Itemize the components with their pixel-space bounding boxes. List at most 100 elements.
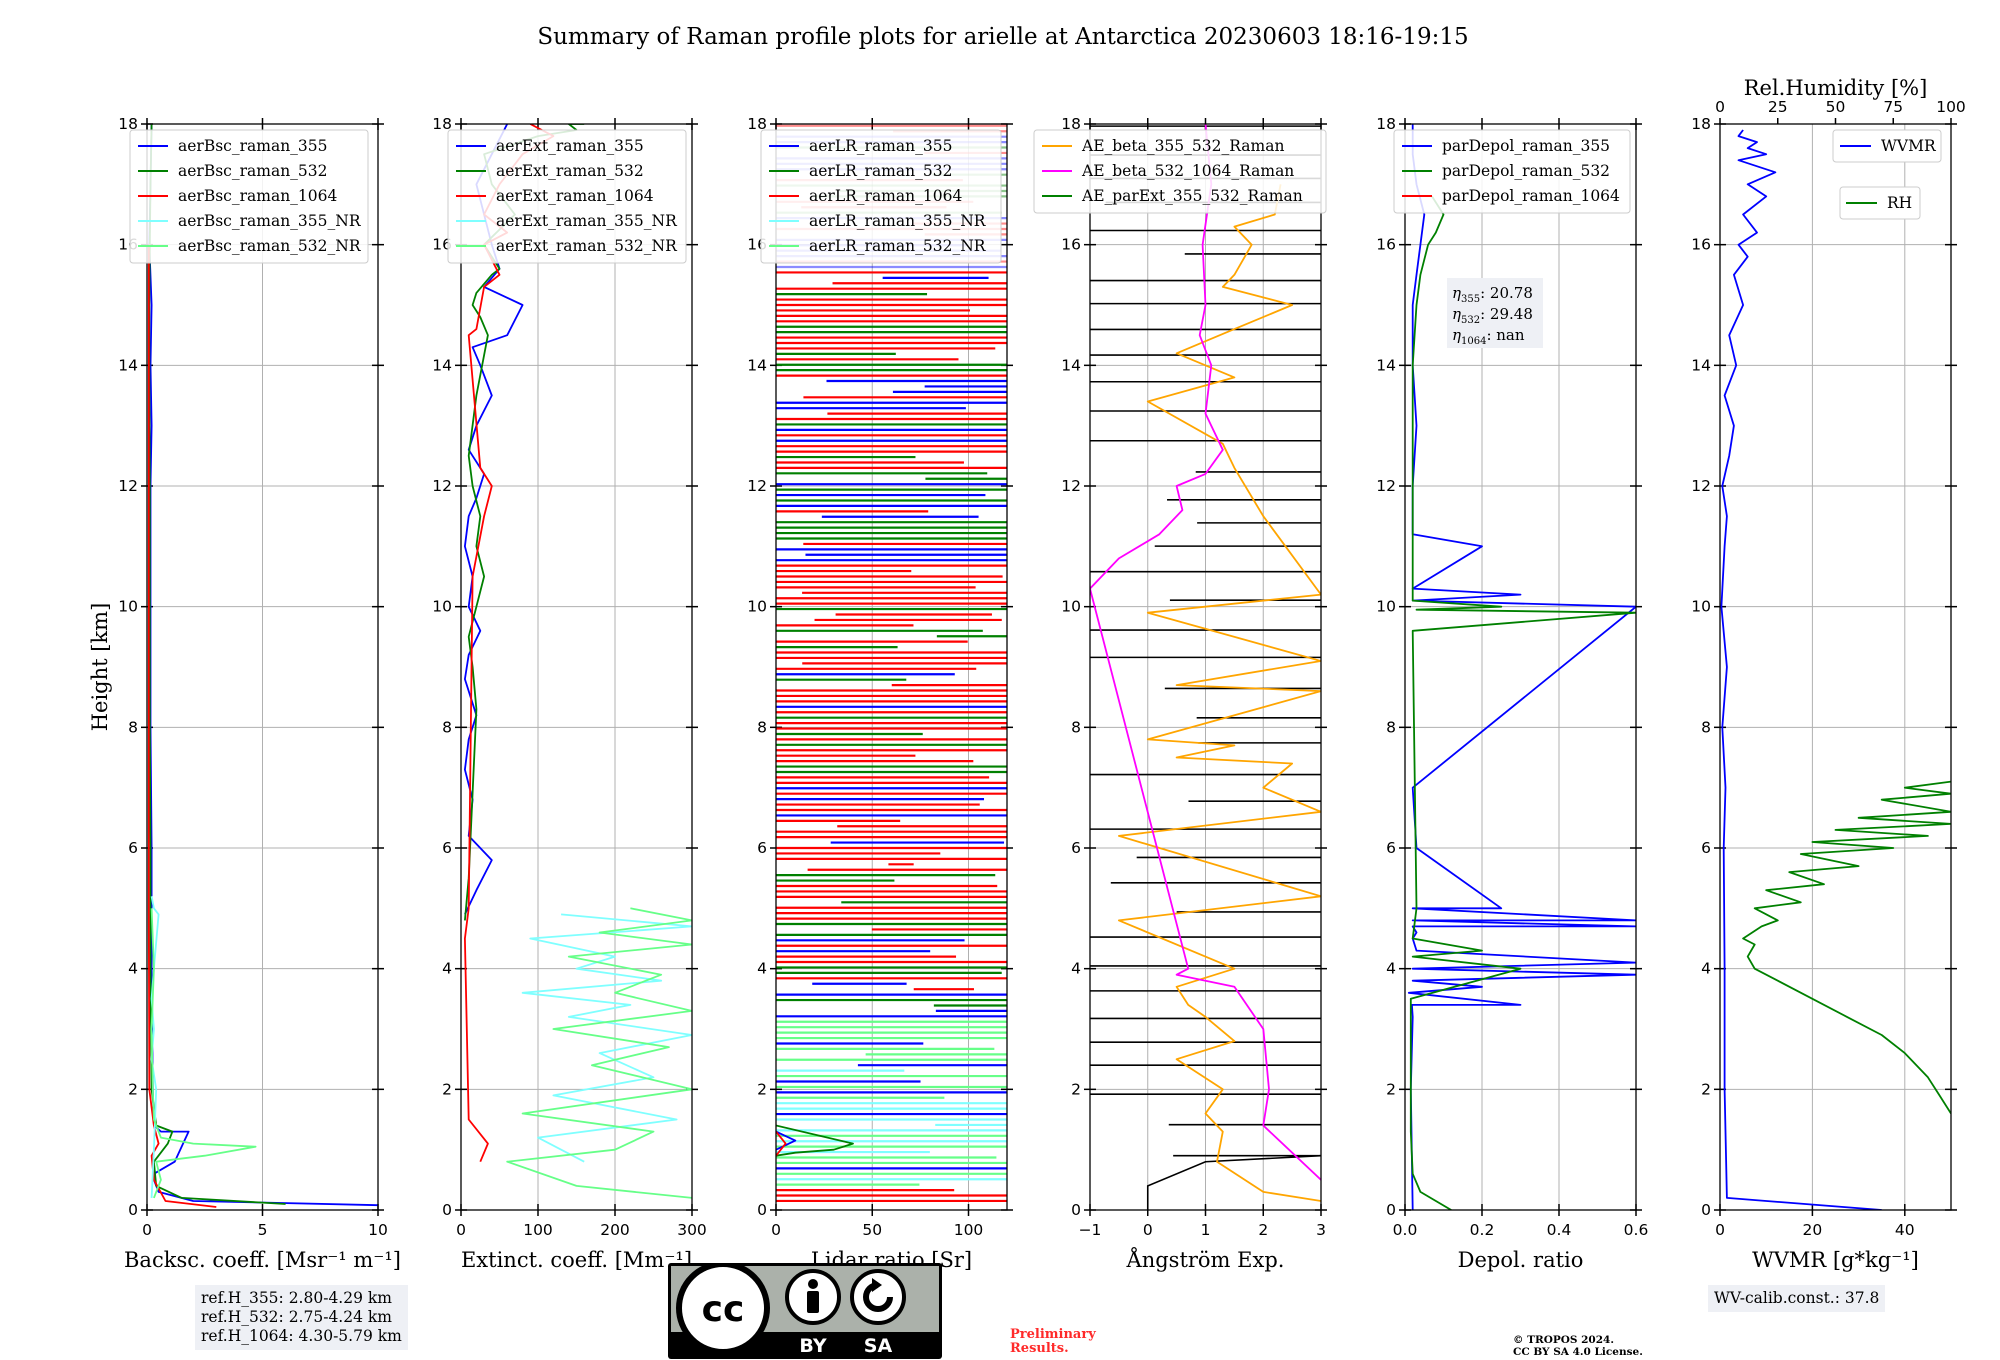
legend-label: AE_parExt_355_532_Raman	[1081, 187, 1303, 205]
svg-text:cc: cc	[702, 1289, 745, 1330]
y-tick-label: 0	[442, 1201, 452, 1219]
ae-parext-base	[1146, 1154, 1321, 1210]
x-tick-label: −1	[1079, 1221, 1102, 1239]
y-tick-label: 12	[747, 477, 767, 495]
legend-label-rh: RH	[1887, 194, 1912, 212]
x-tick-label: 0	[142, 1221, 152, 1239]
y-tick-label: 2	[128, 1080, 138, 1098]
legend-label: aerExt_raman_1064	[496, 187, 654, 205]
x-tick-label: 0.6	[1624, 1221, 1649, 1239]
x-tick-label: 0.0	[1393, 1221, 1418, 1239]
axes-frame	[1404, 123, 1637, 1211]
legend: aerBsc_raman_355 aerBsc_raman_532 aerBsc_r…	[129, 129, 369, 264]
x2-tick-label: 50	[1826, 98, 1846, 116]
legend: AE_beta_355_532_Raman AE_beta_532_1064_Ra…	[1033, 129, 1327, 214]
y-tick-label: 4	[442, 960, 452, 978]
y-tick-label: 12	[1691, 477, 1711, 495]
eta-1064: η1064: nan	[1452, 326, 1525, 347]
series-line-aerExt_raman_355_NR	[521, 913, 692, 1163]
figure-title: Summary of Raman profile plots for ariel…	[537, 24, 1468, 50]
y-tick-label: 2	[1701, 1080, 1711, 1098]
lidar-ratio-bars	[776, 124, 1007, 1203]
legend: aerLR_raman_355 aerLR_raman_532 aerLR_rama…	[760, 129, 1002, 264]
y-tick-label: 10	[747, 598, 767, 616]
x2-tick-label: 100	[1936, 98, 1966, 116]
y-tick-label: 0	[757, 1201, 767, 1219]
y-tick-label: 0	[1701, 1201, 1711, 1219]
series-line-aerExt_raman_1064	[463, 124, 555, 1163]
sa-icon	[850, 1269, 906, 1325]
y-tick-label: 8	[442, 718, 452, 736]
x-tick-label: 5	[258, 1221, 268, 1239]
wv-calib-box: WV-calib.const.: 37.8	[1708, 1285, 1886, 1312]
y-tick-label: 12	[432, 477, 452, 495]
y-tick-label: 10	[1061, 598, 1081, 616]
preliminary-line-1: Preliminary	[1010, 1327, 1096, 1342]
reference-height-box: ref.H_355: 2.80-4.29 km ref.H_532: 2.75-…	[195, 1285, 408, 1350]
x-tick-label: 10	[368, 1221, 388, 1239]
axes-frame	[1089, 123, 1322, 1211]
y-tick-label: 14	[432, 356, 452, 374]
x-axis-label: Depol. ratio	[1458, 1248, 1584, 1272]
legend-label: aerExt_raman_355	[496, 137, 644, 155]
y-tick-label: 14	[1376, 356, 1396, 374]
legend-label: aerBsc_raman_532	[178, 162, 328, 180]
y-tick-label: 8	[1386, 718, 1396, 736]
y-tick-label: 6	[757, 839, 767, 857]
legend-label: aerLR_raman_355_NR	[809, 212, 987, 230]
axes-frame	[146, 123, 379, 1211]
y-tick-label: 2	[1386, 1080, 1396, 1098]
y-tick-label: 18	[1376, 115, 1396, 133]
legend: aerExt_raman_355 aerExt_raman_532 aerExt_r…	[447, 129, 687, 264]
series-line-parDepol_raman_532	[1409, 195, 1636, 1210]
legend-label: aerBsc_raman_355_NR	[178, 212, 362, 230]
x2-tick-label: 25	[1768, 98, 1788, 116]
y-axis-label: Height [km]	[88, 603, 112, 732]
eta-532: η532: 29.48	[1452, 305, 1533, 326]
series-line-aerExt_raman_355	[463, 124, 524, 915]
y-tick-label: 14	[1061, 356, 1081, 374]
y-tick-label: 8	[128, 718, 138, 736]
legend-label: aerBsc_raman_355	[178, 137, 328, 155]
series-line-AE_beta_355_532_Raman	[1118, 184, 1321, 1202]
y-tick-label: 18	[1061, 115, 1081, 133]
series-group	[1407, 124, 1636, 1210]
preliminary-note: Preliminary Results.	[1010, 1328, 1096, 1356]
series-line-WVMR	[1720, 129, 1882, 1210]
y-tick-label: 4	[1386, 960, 1396, 978]
y-tick-label: 12	[1061, 477, 1081, 495]
x-tick-label: 3	[1316, 1221, 1326, 1239]
y-tick-label: 6	[1701, 839, 1711, 857]
series-group	[1090, 124, 1321, 1210]
x2-axis-label: Rel.Humidity [%]	[1744, 76, 1928, 100]
y-tick-label: 4	[1701, 960, 1711, 978]
x-axis-label: Backsc. coeff. [Msr⁻¹ m⁻¹]	[124, 1248, 401, 1272]
x-tick-label: 300	[677, 1221, 707, 1239]
y-tick-label: 8	[757, 718, 767, 736]
x-axis-label: WVMR [g*kg⁻¹]	[1752, 1248, 1919, 1272]
cc-icon	[676, 1263, 770, 1355]
wv-calib-const: WV-calib.const.: 37.8	[1714, 1289, 1880, 1307]
y-tick-label: 12	[1376, 477, 1396, 495]
x2-tick-label: 0	[1715, 98, 1725, 116]
y-tick-label: 10	[432, 598, 452, 616]
legend-label: aerLR_raman_532	[809, 162, 952, 180]
x-tick-label: 200	[600, 1221, 630, 1239]
eta-box	[1447, 278, 1543, 348]
copyright-line-2: CC BY SA 4.0 License.	[1513, 1346, 1643, 1358]
x-axis-label: Ångström Exp.	[1126, 1247, 1285, 1272]
y-tick-label: 18	[118, 115, 138, 133]
panel-depol: 0 2 4 6 8 10 12 14 16 18 0.0 0.2 0.4 0.6 Depol. ratio p…	[1376, 115, 1648, 1272]
x-tick-label: 20	[1803, 1221, 1823, 1239]
y-tick-label: 18	[747, 115, 767, 133]
y-tick-label: 2	[442, 1080, 452, 1098]
series-group	[1720, 129, 1951, 1210]
ref-h-1064: ref.H_1064: 4.30-5.79 km	[201, 1327, 402, 1345]
y-tick-label: 6	[1386, 839, 1396, 857]
legend-label: aerLR_raman_532_NR	[809, 237, 987, 255]
legend-label-wvmr: WVMR	[1881, 137, 1937, 155]
y-tick-label: 10	[1691, 598, 1711, 616]
x-axis-label: Extinct. coeff. [Mm⁻¹]	[461, 1248, 692, 1272]
